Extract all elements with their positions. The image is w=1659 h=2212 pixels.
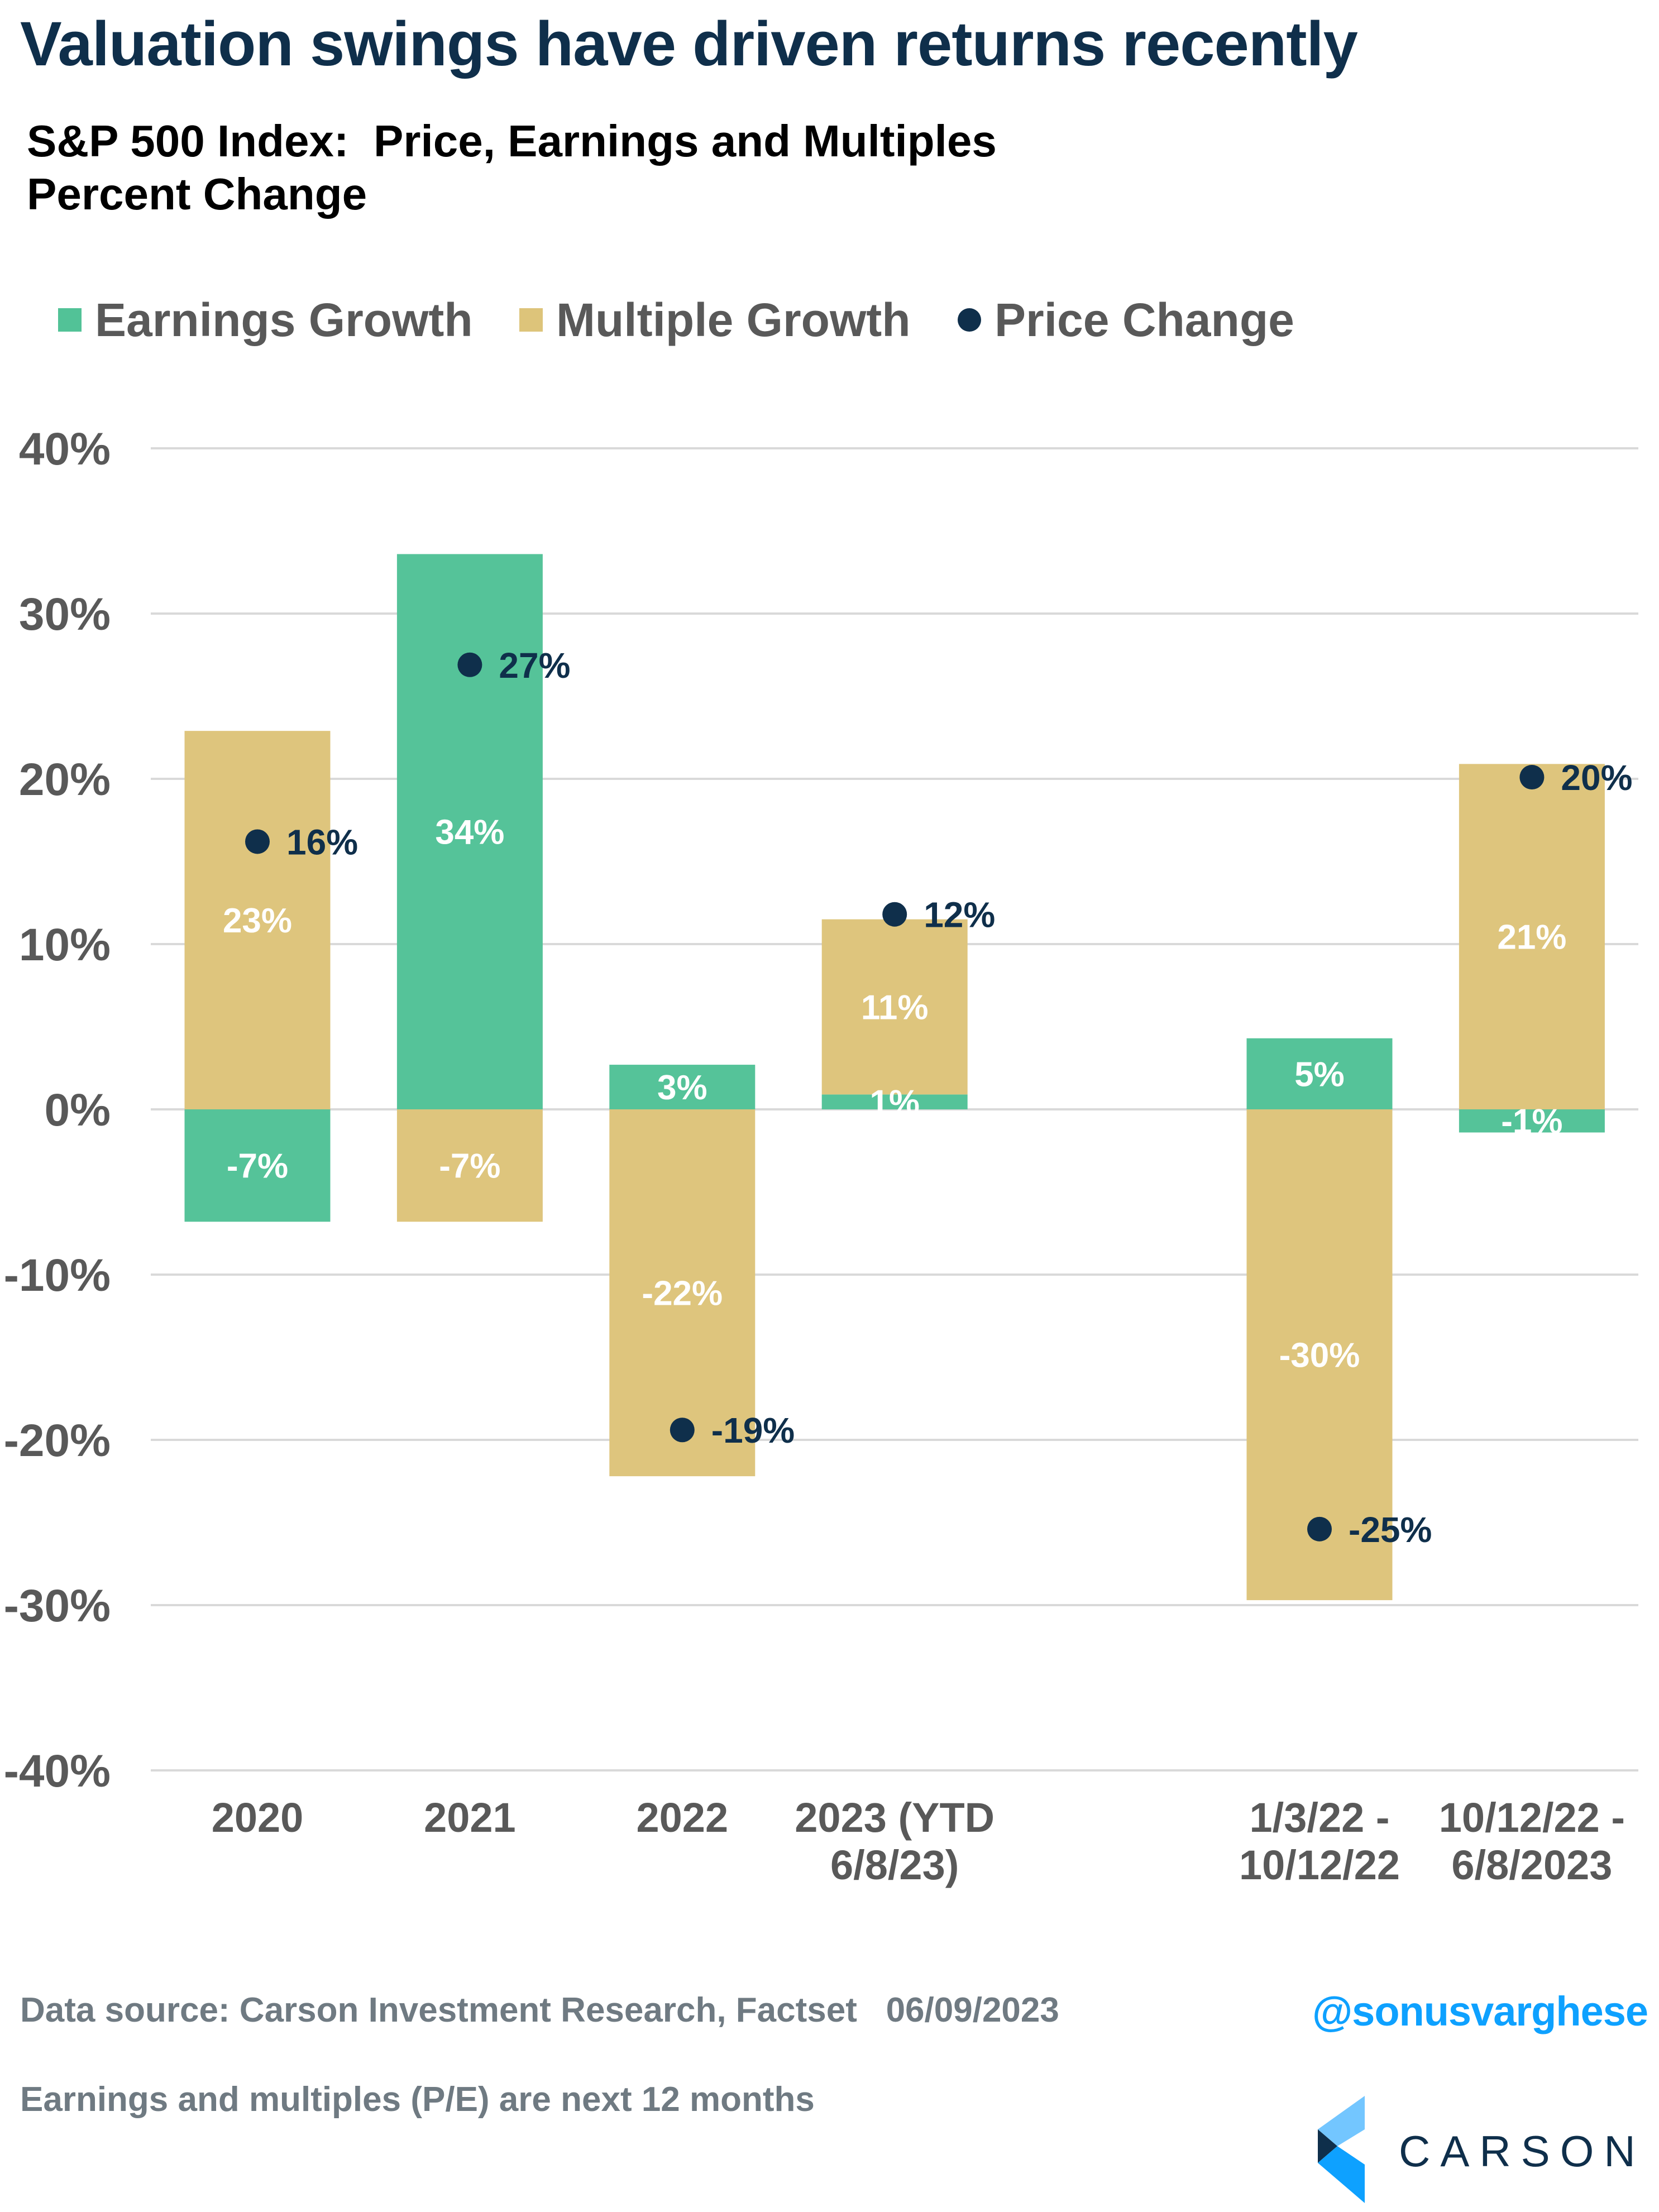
earnings-bar [609, 1065, 756, 1109]
y-tick-label: 0% [44, 1085, 111, 1136]
price-point-label: -19% [711, 1410, 795, 1450]
data-source-note: Data source: Carson Investment Research,… [20, 1991, 1059, 2029]
legend-item-multiple: Multiple Growth [519, 295, 911, 345]
carson-logo-wordmark: CARSON [1399, 2127, 1646, 2176]
twitter-handle: @sonusvarghese [1312, 1988, 1648, 2034]
price-point [457, 652, 482, 677]
bars [184, 554, 1605, 1601]
logo-mark-middle [1318, 2129, 1337, 2163]
x-tick-label: 2020 [212, 1794, 304, 1841]
earnings-bar [184, 1109, 331, 1222]
carson-logo-icon [1318, 2096, 1365, 2203]
price-point-label: 27% [499, 645, 570, 686]
bar-labels: -7% 23% 34% -7% 3% -22% 1% 11% 5% -30% -1% 21% [223, 813, 1566, 1375]
price-point [1307, 1516, 1332, 1541]
chart-subtitle: S&P 500 Index: Price, Earnings and Multi… [27, 116, 997, 219]
multiple-bar-label: 11% [861, 988, 929, 1027]
price-point [882, 902, 907, 927]
x-tick-label: 10/12/22 - [1439, 1794, 1625, 1841]
y-tick-label: 30% [19, 589, 111, 640]
price-point-label: 20% [1561, 758, 1632, 798]
price-point-label: 16% [286, 822, 358, 862]
multiple-bar [821, 919, 968, 1095]
multiple-bar [609, 1109, 756, 1477]
multiple-bar-label: -7% [439, 1147, 500, 1186]
earnings-bar-label: 1% [869, 1084, 920, 1122]
x-tick-label: 2022 [636, 1794, 728, 1841]
price-point [670, 1418, 695, 1443]
y-tick-label: -10% [4, 1250, 111, 1301]
price-point [245, 829, 270, 854]
x-tick-label: 1/3/22 - [1250, 1794, 1390, 1841]
earnings-bar-label: -7% [227, 1147, 288, 1186]
price-point-label: 12% [924, 895, 995, 935]
chart-plot: 40% 30% 20% 10% 0% -10% -20% -30% -40% -7% 23% 34%… [4, 424, 1638, 1888]
y-tick-label: 40% [19, 424, 111, 475]
earnings-bar-label: -1% [1501, 1103, 1562, 1141]
y-tick-label: 20% [19, 754, 111, 805]
legend-label-multiple: Multiple Growth [556, 294, 911, 346]
x-tick-label: 10/12/22 [1239, 1842, 1400, 1888]
earnings-bar-label: 5% [1294, 1055, 1345, 1094]
legend-swatch-multiple [519, 308, 543, 332]
legend-label-earnings: Earnings Growth [95, 294, 473, 346]
multiple-bar-label: 23% [223, 902, 292, 940]
multiple-bar-label: -30% [1279, 1337, 1360, 1375]
y-axis: 40% 30% 20% 10% 0% -10% -20% -30% -40% [4, 424, 111, 1797]
multiple-bar-label: -22% [642, 1275, 723, 1313]
methodology-note: Earnings and multiples (P/E) are next 12… [20, 2080, 815, 2119]
chart-headline: Valuation swings have driven returns rec… [20, 9, 1358, 79]
y-tick-label: 10% [19, 920, 111, 970]
multiple-bar-label: 21% [1497, 918, 1566, 957]
legend-label-price: Price Change [995, 294, 1294, 346]
legend-swatch-earnings [58, 308, 82, 332]
y-tick-label: -30% [4, 1581, 111, 1631]
legend-dot-price [958, 308, 981, 332]
earnings-bar-label: 34% [435, 813, 504, 852]
earnings-bar-label: 3% [657, 1069, 707, 1107]
price-point [1519, 765, 1545, 790]
earnings-bar [821, 1094, 968, 1109]
x-tick-label: 2021 [424, 1794, 516, 1841]
earnings-bar [1246, 1038, 1393, 1109]
x-tick-label: 6/8/23) [830, 1842, 959, 1888]
logo-mark-top [1318, 2096, 1365, 2146]
legend-item-earnings: Earnings Growth [58, 295, 473, 345]
earnings-bar [1459, 1109, 1605, 1133]
earnings-bar [396, 554, 543, 1109]
legend-item-price: Price Change [958, 295, 1294, 345]
x-tick-label: 6/8/2023 [1451, 1842, 1612, 1888]
y-tick-label: -40% [4, 1746, 111, 1797]
multiple-bar [396, 1109, 543, 1222]
x-tick-label: 2023 (YTD [795, 1794, 995, 1841]
multiple-bar [1459, 764, 1605, 1109]
y-tick-label: -20% [4, 1415, 111, 1466]
price-point-label: -25% [1349, 1510, 1432, 1550]
logo-mark-bottom [1318, 2146, 1365, 2203]
multiple-bar [184, 731, 331, 1109]
price-points: 16% 27% -19% 12% -25% 20% [245, 645, 1632, 1550]
